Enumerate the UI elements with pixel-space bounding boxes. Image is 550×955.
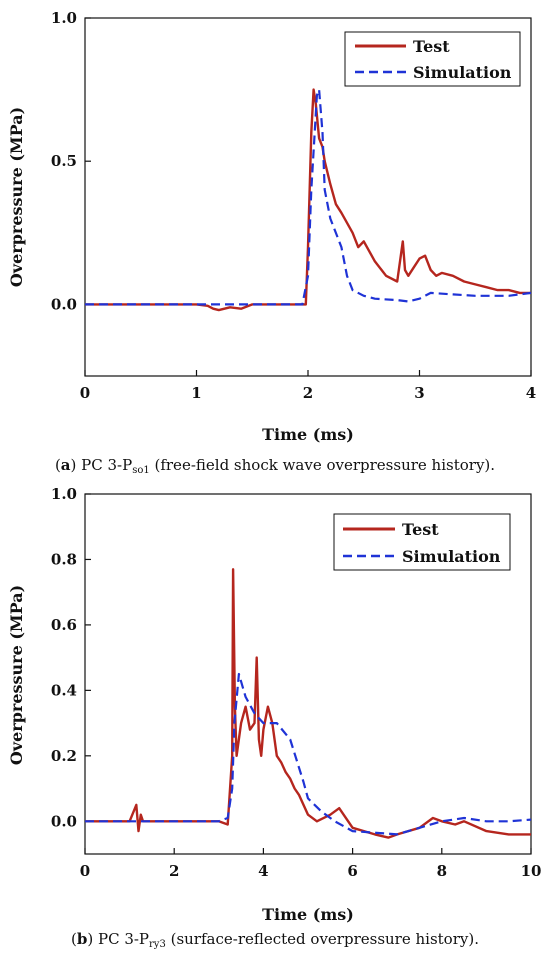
chart-b-caption-prefix: PC 3-P <box>98 930 149 948</box>
chart-a-y-tick-label: 0.5 <box>51 152 77 170</box>
chart-a: 0 1 2 3 4 0.0 0.5 1.0 Time (ms) Overpressure (… <box>7 9 536 476</box>
chart-b-caption: (b) PC 3-Pry3 (surface-reflected overpre… <box>71 930 479 950</box>
chart-a-legend-simulation-label: Simulation <box>413 63 512 82</box>
chart-a-caption-prefix: PC 3-P <box>81 456 132 474</box>
chart-a-x-axis-label: Time (ms) <box>262 425 354 444</box>
chart-b-legend-simulation-label: Simulation <box>402 547 501 566</box>
chart-b-y-ticks: 0.0 0.2 0.4 0.6 0.8 1.0 <box>51 485 91 830</box>
chart-a-legend: Test Simulation <box>344 31 521 87</box>
chart-b-x-tick-label: 0 <box>80 862 90 880</box>
chart-a-x-tick-label: 0 <box>80 384 90 402</box>
chart-a-series-simulation <box>85 88 532 306</box>
chart-a-legend-test-label: Test <box>413 37 450 56</box>
chart-b-y-tick-label: 0.6 <box>51 616 77 634</box>
chart-b-y-tick-label: 0.0 <box>51 812 77 830</box>
chart-b-y-axis-label: Overpressure (MPa) <box>7 585 26 765</box>
chart-a-x-tick-label: 4 <box>526 384 536 402</box>
chart-a-x-tick-label: 2 <box>303 384 313 402</box>
chart-b-caption-label: b <box>77 930 88 948</box>
chart-b-y-tick-label: 0.2 <box>51 747 77 765</box>
chart-b: 0 2 4 6 8 10 0.0 0.2 0.4 0.6 0.8 1.0 Time (ms) Ove… <box>7 485 541 950</box>
chart-b-x-tick-label: 10 <box>521 862 542 880</box>
chart-b-series-simulation <box>85 672 532 836</box>
chart-a-legend-box <box>344 31 521 87</box>
chart-a-caption: (a) PC 3-Pso1 (free-field shock wave ove… <box>55 456 495 476</box>
chart-a-caption-label: a <box>61 456 71 474</box>
chart-b-x-tick-label: 2 <box>169 862 179 880</box>
chart-a-x-ticks: 0 1 2 3 4 <box>80 370 536 402</box>
chart-b-legend-test-label: Test <box>402 520 439 539</box>
chart-a-series-test <box>85 88 531 312</box>
chart-b-y-tick-label: 0.4 <box>51 681 77 699</box>
chart-b-x-ticks: 0 2 4 6 8 10 <box>80 848 542 880</box>
chart-b-x-tick-label: 6 <box>347 862 357 880</box>
chart-b-plot-frame <box>84 493 532 855</box>
chart-b-caption-sub: ry3 <box>149 939 166 950</box>
chart-b-series <box>85 568 532 839</box>
chart-a-y-axis-label: Overpressure (MPa) <box>7 107 26 287</box>
chart-b-y-tick-label: 0.8 <box>51 550 77 568</box>
chart-b-x-axis-label: Time (ms) <box>262 905 354 924</box>
chart-b-x-tick-label: 8 <box>437 862 447 880</box>
chart-a-y-tick-label: 0.0 <box>51 295 77 313</box>
chart-a-caption-suffix: (free-field shock wave overpressure hist… <box>150 456 495 474</box>
chart-b-legend-box <box>333 513 511 571</box>
chart-a-x-tick-label: 3 <box>414 384 424 402</box>
chart-b-x-tick-label: 4 <box>258 862 268 880</box>
chart-a-y-tick-label: 1.0 <box>51 9 77 27</box>
chart-a-x-tick-label: 1 <box>191 384 201 402</box>
chart-b-legend: Test Simulation <box>333 513 511 571</box>
chart-a-caption-sub: so1 <box>132 465 150 476</box>
chart-b-y-tick-label: 1.0 <box>51 485 77 503</box>
chart-b-caption-suffix: (surface-reflected overpressure history)… <box>166 930 479 948</box>
chart-a-y-ticks: 0.0 0.5 1.0 <box>51 9 91 313</box>
chart-a-series <box>85 88 532 312</box>
